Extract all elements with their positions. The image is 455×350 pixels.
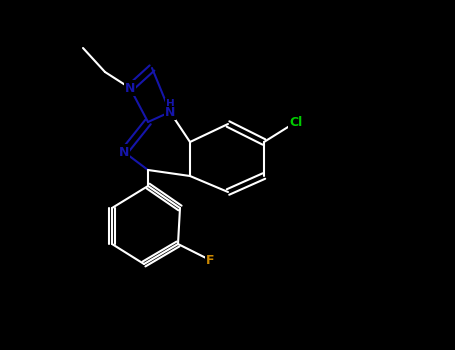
- Text: H: H: [166, 99, 174, 109]
- Text: N: N: [125, 82, 135, 95]
- Text: N: N: [165, 106, 175, 119]
- Text: F: F: [206, 253, 214, 266]
- Text: N: N: [119, 146, 129, 159]
- Text: Cl: Cl: [289, 116, 303, 128]
